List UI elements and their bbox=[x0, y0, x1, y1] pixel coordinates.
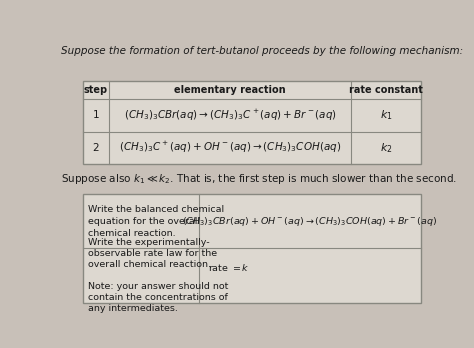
Text: elementary reaction: elementary reaction bbox=[174, 85, 286, 95]
Text: $k_2$: $k_2$ bbox=[380, 141, 392, 155]
Text: rate $= k$: rate $= k$ bbox=[208, 262, 250, 273]
Text: $(CH_3)_3C^+(aq)+OH^-(aq) \rightarrow (CH_3)_3COH(aq)$: $(CH_3)_3C^+(aq)+OH^-(aq) \rightarrow (C… bbox=[119, 140, 341, 155]
Text: $k_1$: $k_1$ bbox=[380, 109, 392, 122]
Text: 2: 2 bbox=[93, 143, 99, 153]
Text: Write the balanced chemical
equation for the overall
chemical reaction.: Write the balanced chemical equation for… bbox=[88, 205, 224, 238]
Text: rate constant: rate constant bbox=[349, 85, 423, 95]
Text: 1: 1 bbox=[93, 110, 99, 120]
Text: Write the experimentally-
observable rate law for the
overall chemical reaction.: Write the experimentally- observable rat… bbox=[88, 238, 228, 313]
Text: step: step bbox=[84, 85, 108, 95]
Text: $(CH_3)_3CBr(aq) \rightarrow (CH_3)_3C^+(aq)+Br^-(aq)$: $(CH_3)_3CBr(aq) \rightarrow (CH_3)_3C^+… bbox=[124, 108, 337, 123]
Text: Suppose the formation of tert-butanol proceeds by the following mechanism:: Suppose the formation of tert-butanol pr… bbox=[61, 46, 463, 56]
Text: Suppose also $k_1 \ll k_2$. That is, the first step is much slower than the seco: Suppose also $k_1 \ll k_2$. That is, the… bbox=[61, 172, 457, 186]
Text: $(CH_3)_3CBr(aq)+OH^-(aq) \rightarrow (CH_3)_3COH(aq)+Br^-(aq)$: $(CH_3)_3CBr(aq)+OH^-(aq) \rightarrow (C… bbox=[182, 215, 438, 228]
